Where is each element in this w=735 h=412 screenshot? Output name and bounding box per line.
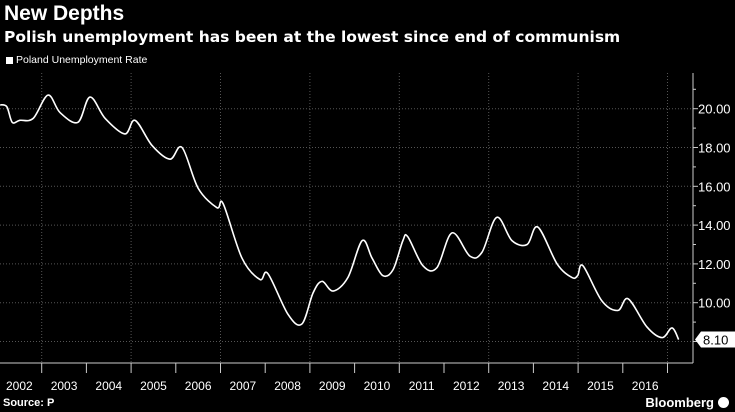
y-tick-label: 14.00 [698, 218, 731, 233]
last-value-label: 8.10 [703, 333, 728, 348]
source-note: Source: P [3, 397, 55, 409]
chart-subtitle: Polish unemployment has been at the lowe… [4, 28, 621, 46]
legend-label: Poland Unemployment Rate [16, 54, 148, 66]
bloomberg-icon [718, 397, 729, 408]
x-tick-label: 2011 [409, 379, 435, 393]
x-tick-label: 2010 [364, 379, 391, 393]
x-tick-label: 2002 [6, 379, 33, 393]
x-tick-label: 2006 [185, 379, 212, 393]
x-tick-label: 2012 [453, 379, 480, 393]
y-tick-label: 18.00 [698, 141, 731, 156]
y-tick-label: 10.00 [698, 296, 731, 311]
brand-logo: Bloomberg [645, 395, 729, 410]
y-tick-label: 16.00 [698, 179, 731, 194]
x-tick-label: 2009 [319, 379, 346, 393]
y-tick-label: 20.00 [698, 102, 731, 117]
brand-name: Bloomberg [645, 395, 714, 410]
x-tick-label: 2004 [95, 379, 122, 393]
last-value-flag [695, 331, 735, 348]
x-tick-label: 2014 [542, 379, 569, 393]
y-tick-label: 12.00 [698, 257, 731, 272]
chart-title: New Depths [4, 2, 125, 25]
x-tick-label: 2003 [51, 379, 78, 393]
x-tick-label: 2008 [274, 379, 301, 393]
x-tick-label: 2013 [498, 379, 525, 393]
x-tick-label: 2005 [140, 379, 167, 393]
series-line-poland-unemployment [0, 94, 680, 340]
x-tick-label: 2015 [587, 379, 614, 393]
legend-swatch [6, 56, 13, 64]
x-tick-label: 2007 [229, 379, 256, 393]
legend: Poland Unemployment Rate [6, 54, 147, 66]
x-tick-label: 2016 [632, 379, 659, 393]
